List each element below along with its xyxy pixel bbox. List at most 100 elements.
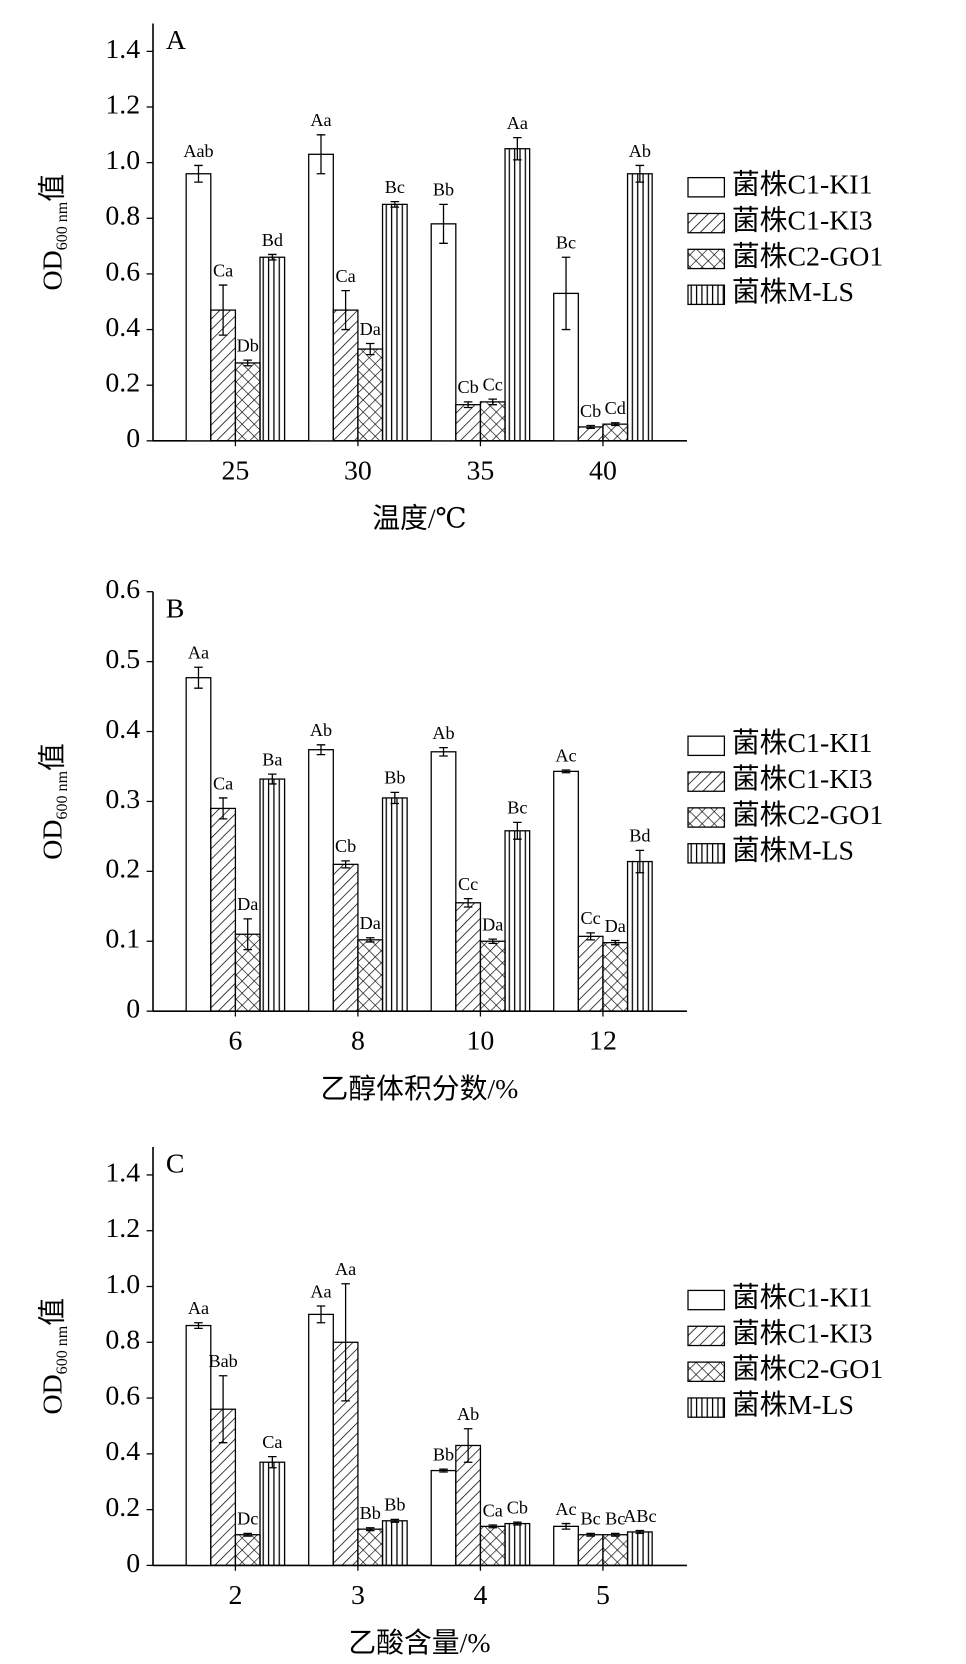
y-tick-label: 0.6 bbox=[105, 1380, 140, 1411]
y-tick-label: 0.8 bbox=[105, 1325, 140, 1356]
bar bbox=[455, 1444, 482, 1567]
significance-label: Bb bbox=[384, 768, 405, 788]
bar bbox=[626, 860, 653, 1012]
legend-label: 菌株C1-KI3 bbox=[732, 1318, 873, 1349]
error-bar bbox=[365, 342, 375, 356]
x-tick-label: 5 bbox=[596, 1580, 610, 1611]
y-tick-label: 1.2 bbox=[105, 89, 140, 120]
error-bar bbox=[218, 1375, 228, 1444]
error-bar bbox=[488, 938, 498, 944]
bar bbox=[455, 902, 482, 1012]
error-bar bbox=[268, 773, 277, 785]
significance-label: Cc bbox=[581, 908, 601, 928]
bar bbox=[357, 348, 384, 442]
significance-label: Db bbox=[237, 335, 259, 355]
significance-label: Ab bbox=[310, 720, 332, 740]
significance-label: Bab bbox=[208, 1351, 237, 1371]
y-tick-label: 0.2 bbox=[105, 854, 140, 885]
significance-label: Cb bbox=[335, 836, 356, 856]
x-tick-label: 30 bbox=[344, 455, 372, 486]
error-bar bbox=[365, 937, 375, 943]
y-label-main: OD bbox=[38, 1374, 69, 1414]
bar bbox=[504, 1522, 531, 1567]
bar bbox=[259, 1461, 286, 1567]
error-bar bbox=[586, 1532, 595, 1537]
bar bbox=[602, 1534, 629, 1567]
significance-label: Aa bbox=[507, 113, 528, 133]
significance-label: Aa bbox=[188, 643, 209, 663]
bar bbox=[504, 148, 531, 442]
y-tick-label: 0 bbox=[126, 1548, 140, 1579]
y-tick-label: 0.2 bbox=[105, 368, 140, 399]
legend-label: 菌株C1-KI3 bbox=[732, 764, 873, 795]
significance-label: Da bbox=[360, 319, 381, 339]
significance-label: Aa bbox=[335, 1259, 356, 1279]
y-tick-label: 0.6 bbox=[105, 574, 140, 605]
y-label-sub: 600 nm bbox=[54, 1325, 71, 1374]
error-bar bbox=[463, 897, 473, 908]
error-bar bbox=[561, 1522, 571, 1530]
error-bar bbox=[586, 424, 595, 429]
error-bar bbox=[439, 203, 448, 244]
bar bbox=[479, 940, 506, 1012]
y-tick-label: 0.4 bbox=[105, 312, 140, 343]
bar bbox=[430, 1469, 457, 1567]
y-tick-label: 0.3 bbox=[105, 784, 140, 815]
x-tick-label: 12 bbox=[589, 1026, 617, 1057]
error-bar bbox=[268, 253, 277, 261]
legend-swatch bbox=[687, 735, 726, 757]
bar bbox=[479, 401, 506, 442]
significance-label: Bb bbox=[433, 180, 454, 200]
y-label-main: OD bbox=[38, 820, 69, 860]
error-bar bbox=[316, 134, 326, 175]
significance-label: Bc bbox=[556, 233, 576, 253]
significance-label: Ba bbox=[262, 749, 282, 769]
legend-swatch bbox=[687, 771, 726, 792]
error-bar bbox=[610, 1532, 620, 1537]
significance-label: Cd bbox=[605, 398, 626, 418]
chart-panel: 0 0.1 0.2 0.3 0.4 0.5 0.6 B OD600 nm值 6 8 10 12 乙醇体积分… bbox=[38, 574, 883, 1105]
significance-label: Da bbox=[237, 894, 258, 914]
error-bar bbox=[194, 1322, 203, 1329]
bar bbox=[430, 223, 457, 442]
error-bar bbox=[365, 1527, 375, 1532]
bar bbox=[479, 1525, 506, 1567]
bar bbox=[308, 749, 334, 1012]
y-axis-label: OD600 nm值 bbox=[38, 1298, 71, 1415]
legend-swatch bbox=[687, 1325, 726, 1347]
significance-label: Ab bbox=[629, 141, 651, 161]
y-tick-label: 1.0 bbox=[105, 1269, 140, 1300]
significance-label: Aab bbox=[183, 141, 213, 161]
bar bbox=[357, 939, 384, 1012]
y-tick-label: 0.2 bbox=[105, 1492, 140, 1523]
error-bar bbox=[586, 932, 595, 941]
bar bbox=[577, 935, 604, 1012]
bar bbox=[381, 797, 408, 1012]
bar bbox=[430, 751, 457, 1012]
significance-label: Bc bbox=[605, 1509, 625, 1529]
significance-label: Bd bbox=[629, 826, 650, 846]
error-bar bbox=[513, 136, 522, 161]
significance-label: Bb bbox=[384, 1495, 405, 1515]
error-bar bbox=[341, 1283, 350, 1402]
error-bar bbox=[243, 359, 252, 367]
error-bar bbox=[610, 939, 620, 946]
significance-label: Ca bbox=[213, 773, 233, 793]
x-tick-label: 10 bbox=[467, 1026, 495, 1057]
error-bar bbox=[610, 422, 620, 427]
error-bar bbox=[341, 289, 350, 331]
x-tick-label: 3 bbox=[351, 1580, 365, 1611]
y-axis-label: OD600 nm值 bbox=[38, 743, 71, 860]
significance-label: Cc bbox=[458, 874, 478, 894]
error-bar bbox=[561, 256, 571, 331]
y-tick-label: 0.5 bbox=[105, 644, 140, 675]
y-tick-label: 0 bbox=[126, 994, 140, 1025]
legend-label: 菌株M-LS bbox=[732, 836, 854, 867]
significance-label: Ab bbox=[432, 723, 454, 743]
error-bar bbox=[316, 1305, 326, 1324]
y-label-suffix: 值 bbox=[38, 1298, 69, 1326]
y-tick-label: 0.1 bbox=[105, 924, 140, 955]
y-tick-label: 1.4 bbox=[105, 1157, 140, 1188]
